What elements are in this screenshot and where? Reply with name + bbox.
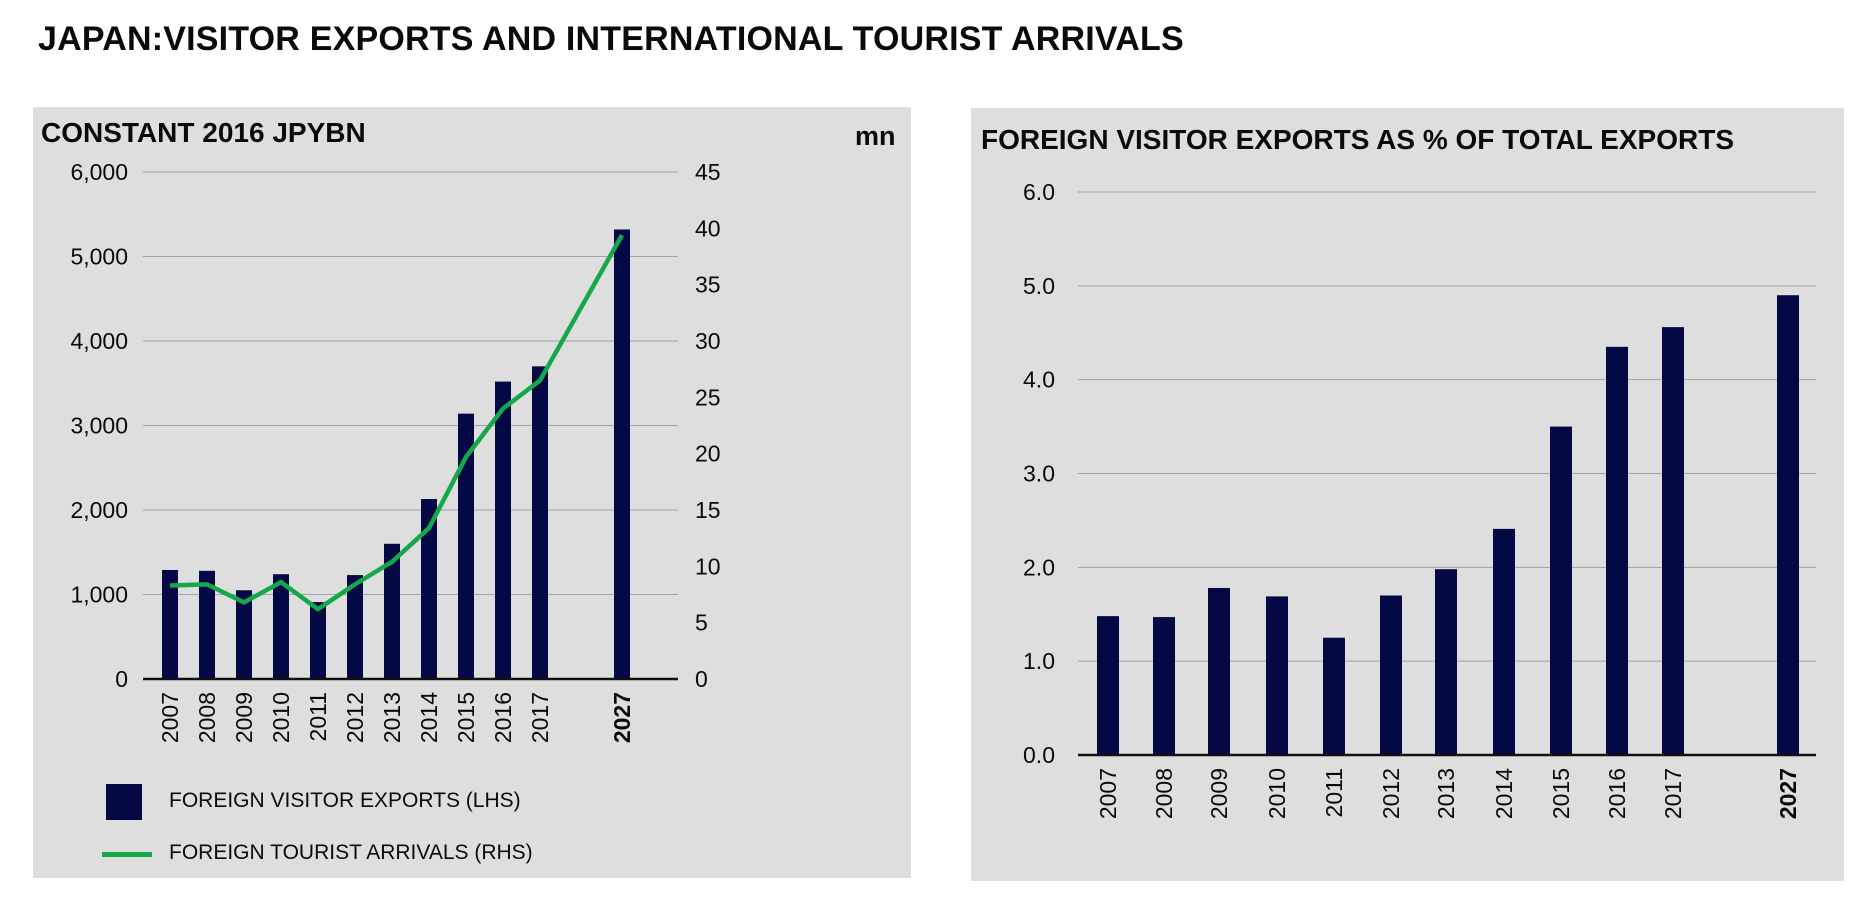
y-tick-label-right: 10	[695, 553, 721, 579]
x-tick-label: 2009	[1206, 768, 1232, 819]
legend-swatch-bar	[106, 784, 142, 820]
bar-visitor-exports	[458, 413, 474, 679]
legend-swatch-line	[102, 852, 152, 857]
bar-visitor-exports	[532, 366, 548, 679]
x-tick-label: 2015	[453, 692, 479, 743]
x-tick-label: 2008	[1151, 768, 1177, 819]
bar-export-share	[1550, 426, 1572, 755]
chart-panel-export-share: FOREIGN VISITOR EXPORTS AS % OF TOTAL EX…	[971, 108, 1844, 881]
x-tick-label: 2012	[1378, 768, 1404, 819]
bar-export-share	[1777, 295, 1799, 755]
legend-label-tourist-arrivals: FOREIGN TOURIST ARRIVALS (RHS)	[169, 841, 533, 864]
chart-left-svg: 01,0002,0003,0004,0005,0006,000051015202…	[70, 159, 721, 743]
y-tick-label: 5.0	[1023, 273, 1055, 299]
y-tick-label-left: 0	[115, 666, 128, 692]
bar-visitor-exports	[310, 602, 326, 679]
bar-visitor-exports	[273, 574, 289, 679]
chart-right-svg: 0.0 1.0 2.0 3.0 4.0 5.0 6.0 2007 2008 2009 2010 201…	[1023, 179, 1816, 819]
x-tick-label: 2009	[231, 692, 257, 743]
y-tick-label: 1.0	[1023, 648, 1055, 674]
bar-visitor-exports	[162, 569, 178, 679]
x-tick-label: 2013	[1433, 768, 1459, 819]
y-tick-label-right: 25	[695, 384, 721, 410]
bar-visitor-exports	[384, 543, 400, 679]
bar-export-share	[1153, 617, 1175, 755]
y-tick-label: 4.0	[1023, 367, 1055, 393]
chart-title-right: FOREIGN VISITOR EXPORTS AS % OF TOTAL EX…	[981, 124, 1734, 155]
x-tick-label: 2027	[609, 692, 635, 743]
y-tick-label: 3.0	[1023, 461, 1055, 487]
x-tick-label: 2007	[1095, 768, 1121, 819]
chart-panel-visitor-exports: CONSTANT 2016 JPYBN mn 0 1,000 2,000 3,000 4…	[33, 107, 911, 878]
y-tick-label-left: 2,000	[70, 497, 128, 523]
y-tick-label-left: 3,000	[70, 413, 128, 439]
y-tick-label: 6.0	[1023, 179, 1055, 205]
x-tick-label: 2014	[416, 692, 442, 743]
chart-title-left: CONSTANT 2016 JPYBN	[41, 117, 366, 148]
y-tick-label-right: 0	[695, 666, 708, 692]
y-tick-label-right: 45	[695, 159, 721, 185]
x-tick-label: 2012	[342, 692, 368, 743]
right-axis-unit: mn	[855, 121, 896, 151]
x-tick-label: 2016	[1604, 768, 1630, 819]
x-tick-label: 2016	[490, 692, 516, 743]
bar-visitor-exports	[495, 381, 511, 679]
x-tick-label: 2014	[1491, 768, 1517, 819]
bar-export-share	[1097, 616, 1119, 755]
bar-visitor-exports	[421, 499, 437, 679]
x-tick-label: 2015	[1548, 768, 1574, 819]
bar-export-share	[1323, 637, 1345, 755]
bar-visitor-exports	[614, 229, 630, 679]
bar-export-share	[1606, 346, 1628, 755]
bar-export-share	[1493, 528, 1515, 755]
line-tourist-arrivals	[169, 233, 624, 612]
y-tick-label-left: 5,000	[70, 244, 128, 270]
x-tick-label: 2017	[1660, 768, 1686, 819]
y-tick-label-left: 4,000	[70, 328, 128, 354]
page-title: JAPAN:VISITOR EXPORTS AND INTERNATIONAL …	[38, 20, 1184, 58]
x-tick-label: 2027	[1775, 768, 1801, 819]
y-tick-label-right: 35	[695, 272, 721, 298]
x-tick-label: 2008	[194, 692, 220, 743]
bar-visitor-exports	[236, 590, 252, 679]
bar-export-share	[1435, 569, 1457, 755]
bar-visitor-exports	[347, 575, 363, 679]
y-tick-label-right: 40	[695, 215, 721, 241]
x-tick-label: 2011	[1321, 768, 1347, 817]
bar-visitor-exports	[199, 570, 215, 679]
y-tick-label: 0.0	[1023, 742, 1055, 768]
bar-export-share	[1662, 327, 1684, 755]
x-tick-label: 2007	[157, 692, 183, 743]
x-tick-label: 2013	[379, 692, 405, 743]
y-tick-label-left: 6,000	[70, 159, 128, 185]
x-tick-label: 2010	[268, 692, 294, 743]
y-tick-label-right: 15	[695, 497, 721, 523]
legend-label-visitor-exports: FOREIGN VISITOR EXPORTS (LHS)	[169, 789, 521, 812]
y-tick-label-right: 20	[695, 441, 721, 467]
x-tick-label: 2010	[1264, 768, 1290, 819]
y-tick-label-right: 5	[695, 610, 708, 636]
bar-export-share	[1208, 587, 1230, 755]
x-tick-label: 2011	[305, 692, 331, 741]
x-tick-label: 2017	[527, 692, 553, 743]
bar-export-share	[1380, 595, 1402, 755]
y-tick-label: 2.0	[1023, 554, 1055, 580]
bar-export-share	[1266, 596, 1288, 755]
y-tick-label-right: 30	[695, 328, 721, 354]
y-tick-label-left: 1,000	[70, 582, 128, 608]
